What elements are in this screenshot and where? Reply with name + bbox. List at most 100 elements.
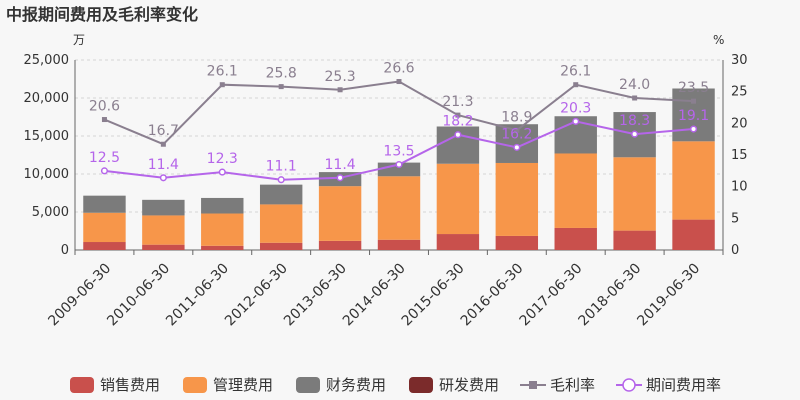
- bar-管理费用[interactable]: [613, 157, 656, 231]
- left-tick-label: 20,000: [24, 91, 70, 106]
- data-label-期间费用率: 11.1: [266, 159, 297, 175]
- point-期间费用率[interactable]: [631, 130, 639, 138]
- point-毛利率[interactable]: [160, 141, 166, 147]
- legend-swatch-研发费用[interactable]: [409, 377, 433, 393]
- data-label-毛利率: 26.6: [383, 61, 414, 77]
- bar-销售费用[interactable]: [83, 242, 126, 250]
- bar-财务费用[interactable]: [142, 199, 185, 216]
- bar-销售费用[interactable]: [554, 227, 597, 250]
- point-期间费用率[interactable]: [572, 117, 580, 125]
- point-毛利率[interactable]: [455, 112, 461, 118]
- legend-marker-期间费用率[interactable]: [622, 378, 636, 392]
- bars: [83, 88, 715, 250]
- point-毛利率[interactable]: [278, 84, 284, 90]
- bar-财务费用[interactable]: [201, 197, 244, 214]
- legend-label-毛利率[interactable]: 毛利率: [550, 376, 595, 394]
- point-期间费用率[interactable]: [513, 143, 521, 151]
- bar-销售费用[interactable]: [672, 219, 715, 250]
- bar-管理费用[interactable]: [142, 215, 185, 245]
- left-tick-label: 15,000: [24, 129, 70, 144]
- legend-swatch-销售费用[interactable]: [70, 377, 94, 393]
- bar-管理费用[interactable]: [377, 176, 421, 240]
- point-期间费用率[interactable]: [689, 125, 698, 133]
- data-label-毛利率: 24.0: [619, 77, 650, 93]
- left-tick-label: 10,000: [24, 167, 70, 182]
- legend-marker-毛利率[interactable]: [529, 381, 537, 389]
- bar-销售费用[interactable]: [495, 235, 539, 250]
- data-label-期间费用率: 12.3: [207, 151, 238, 167]
- data-label-期间费用率: 12.5: [89, 150, 120, 166]
- point-期间费用率[interactable]: [336, 174, 344, 182]
- bar-销售费用[interactable]: [318, 240, 362, 250]
- data-label-毛利率: 26.1: [207, 64, 238, 80]
- right-tick-label: 15: [731, 148, 748, 163]
- right-tick-label: 30: [731, 53, 748, 68]
- data-label-期间费用率: 18.2: [442, 114, 473, 130]
- point-毛利率[interactable]: [514, 127, 520, 133]
- bar-管理费用[interactable]: [83, 212, 126, 243]
- point-毛利率[interactable]: [691, 98, 697, 104]
- bar-销售费用[interactable]: [259, 242, 303, 250]
- point-期间费用率[interactable]: [395, 160, 403, 169]
- point-期间费用率[interactable]: [218, 168, 226, 176]
- bar-管理费用[interactable]: [201, 213, 244, 246]
- legend-label-管理费用[interactable]: 管理费用: [213, 376, 273, 394]
- point-毛利率[interactable]: [396, 79, 402, 85]
- right-tick-label: 10: [731, 180, 748, 195]
- data-label-毛利率: 25.8: [266, 66, 297, 82]
- data-label-期间费用率: 19.1: [678, 108, 709, 124]
- legend-label-财务费用[interactable]: 财务费用: [326, 376, 386, 394]
- right-tick-label: 20: [731, 116, 748, 131]
- left-tick-label: 25,000: [24, 53, 70, 68]
- left-axis: 0 5,000 10,000 15,000 20,000 25,000: [24, 53, 76, 258]
- left-axis-unit: 万: [73, 33, 85, 47]
- point-期间费用率[interactable]: [277, 176, 285, 184]
- bar-管理费用[interactable]: [436, 163, 480, 235]
- line-毛利率: [104, 80, 694, 146]
- legend-swatch-财务费用[interactable]: [296, 377, 320, 393]
- point-期间费用率[interactable]: [100, 167, 109, 175]
- legend[interactable]: 销售费用 管理费用 财务费用 研发费用 毛利率 期间费用率: [70, 376, 721, 394]
- bar-销售费用[interactable]: [377, 239, 421, 250]
- bar-销售费用[interactable]: [201, 245, 244, 250]
- data-label-毛利率: 26.1: [560, 64, 591, 80]
- point-期间费用率[interactable]: [159, 174, 167, 182]
- bar-管理费用[interactable]: [554, 153, 597, 228]
- right-axis-unit: %: [713, 33, 724, 47]
- right-tick-label: 5: [731, 211, 739, 226]
- bar-销售费用[interactable]: [142, 244, 185, 250]
- bar-销售费用[interactable]: [436, 234, 480, 250]
- point-期间费用率[interactable]: [454, 131, 462, 139]
- point-毛利率[interactable]: [573, 82, 579, 88]
- data-label-期间费用率: 16.2: [501, 126, 532, 142]
- legend-label-期间费用率[interactable]: 期间费用率: [646, 376, 721, 394]
- bar-销售费用[interactable]: [613, 230, 656, 250]
- bar-管理费用[interactable]: [259, 204, 303, 243]
- data-label-毛利率: 25.3: [325, 69, 356, 85]
- data-label-期间费用率: 11.4: [148, 157, 179, 173]
- bar-管理费用[interactable]: [318, 186, 362, 241]
- legend-swatch-管理费用[interactable]: [183, 377, 207, 393]
- x-axis: 2009-06-302010-06-302011-06-302012-06-30…: [45, 250, 724, 329]
- point-毛利率[interactable]: [632, 95, 638, 101]
- bar-财务费用[interactable]: [259, 184, 303, 205]
- data-label-毛利率: 23.5: [678, 80, 709, 96]
- bar-管理费用[interactable]: [672, 141, 715, 220]
- legend-label-销售费用[interactable]: 销售费用: [100, 376, 160, 394]
- right-tick-label: 25: [731, 85, 748, 100]
- chart-title: 中报期间费用及毛利率变化: [6, 5, 198, 24]
- right-tick-label: 0: [731, 243, 739, 258]
- bar-管理费用[interactable]: [495, 162, 539, 236]
- bar-财务费用[interactable]: [83, 195, 126, 213]
- data-label-期间费用率: 13.5: [383, 144, 414, 160]
- legend-label-研发费用[interactable]: 研发费用: [439, 376, 499, 394]
- data-label-毛利率: 20.6: [89, 99, 120, 115]
- x-tick-label: 2019-06-30: [634, 260, 703, 329]
- data-label-毛利率: 21.3: [442, 94, 473, 110]
- point-毛利率[interactable]: [101, 117, 107, 123]
- data-label-期间费用率: 18.3: [619, 113, 650, 129]
- point-毛利率[interactable]: [337, 87, 343, 93]
- lines: 20.6 16.7 26.1 25.8 25.3 26.6 21.3 18.9 26.1 24.0…: [89, 61, 709, 184]
- point-毛利率[interactable]: [219, 82, 225, 88]
